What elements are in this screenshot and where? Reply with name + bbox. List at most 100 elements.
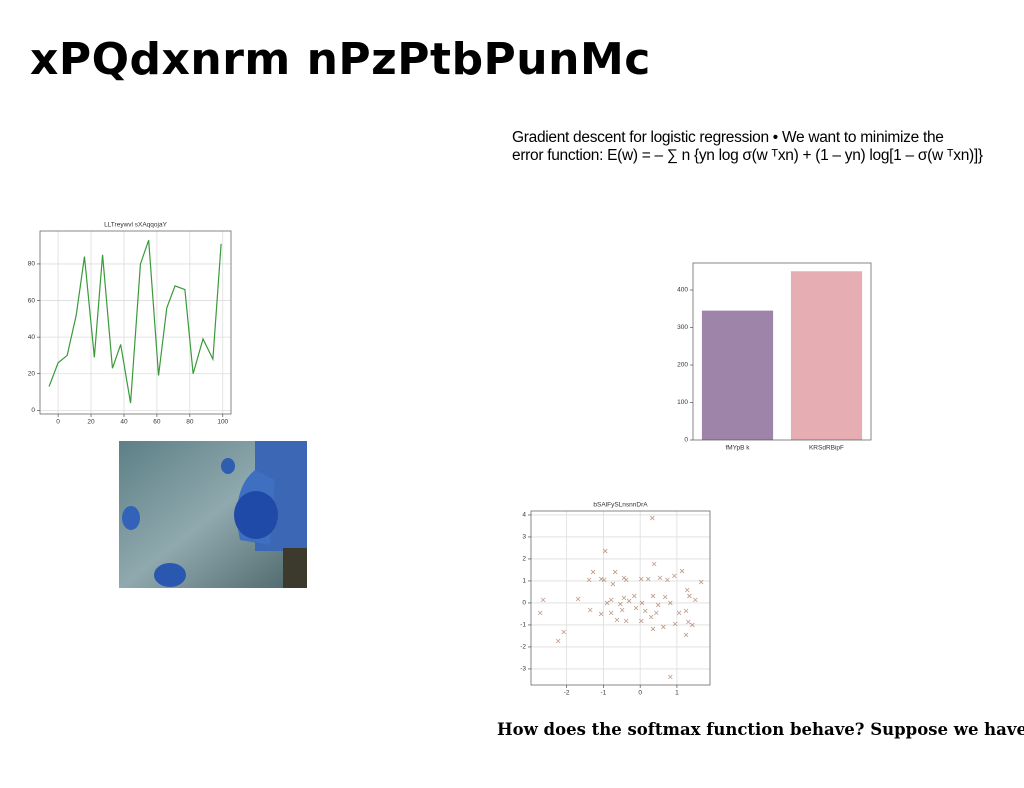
x-tick-label: 20 xyxy=(87,419,95,426)
y-tick-label: 2 xyxy=(522,556,526,563)
point xyxy=(587,607,593,613)
paragraph-line: Gradient descent for logistic regression… xyxy=(512,129,944,146)
point xyxy=(679,568,685,574)
point xyxy=(614,617,620,623)
point xyxy=(632,593,637,599)
point xyxy=(561,629,566,635)
y-tick-label: 4 xyxy=(522,512,526,519)
y-tick-label: 20 xyxy=(28,370,36,377)
point xyxy=(676,610,682,616)
point xyxy=(661,624,666,630)
y-tick-label: 0 xyxy=(684,437,688,444)
x-tick-label: -1 xyxy=(601,690,607,697)
y-tick-label: 0 xyxy=(522,600,526,607)
paragraph: Gradient descent for logistic regression… xyxy=(512,129,983,165)
point xyxy=(608,610,614,616)
x-tick-label: fMYpB k xyxy=(725,445,750,452)
y-tick-label: 0 xyxy=(31,407,35,414)
y-tick-label: -2 xyxy=(520,644,526,651)
point xyxy=(690,622,695,628)
line xyxy=(48,239,222,404)
point xyxy=(687,593,692,599)
point xyxy=(537,610,543,616)
bar xyxy=(701,310,774,440)
y-tick-label: 40 xyxy=(28,334,36,341)
point xyxy=(645,576,651,582)
point xyxy=(638,576,644,582)
x-tick-label: 0 xyxy=(56,419,60,426)
photo xyxy=(119,441,307,588)
point xyxy=(618,601,623,607)
y-tick-label: 80 xyxy=(28,261,36,268)
point xyxy=(608,597,614,603)
y-tick-label: 200 xyxy=(677,362,688,369)
paragraph-line: error function: E(w) = – ∑ n {yn log σ(w… xyxy=(512,147,983,164)
x-tick-label: 1 xyxy=(675,690,679,697)
point xyxy=(668,674,673,680)
point xyxy=(686,619,691,625)
x-tick-label: KRSdRBipF xyxy=(809,445,844,452)
chart-title: bSAlFySLnsnnDrA xyxy=(593,502,648,509)
point xyxy=(601,577,607,583)
plot-frame xyxy=(530,510,711,686)
point xyxy=(683,632,689,638)
point xyxy=(638,618,644,624)
y-tick-label: 100 xyxy=(677,399,688,406)
point xyxy=(654,610,659,616)
point xyxy=(575,596,581,602)
plot-frame xyxy=(39,230,232,415)
point xyxy=(598,576,604,582)
point xyxy=(650,515,655,521)
point xyxy=(655,602,661,608)
bar xyxy=(790,271,863,440)
point xyxy=(684,587,690,593)
y-tick-label: 400 xyxy=(677,287,688,294)
point xyxy=(590,569,596,575)
point xyxy=(662,594,668,600)
plot-frame xyxy=(692,262,872,441)
x-tick-label: 40 xyxy=(120,419,128,426)
point xyxy=(651,561,657,567)
y-tick-label: 60 xyxy=(28,297,36,304)
point xyxy=(643,608,648,614)
point xyxy=(610,581,616,587)
chart-title: LLTreywvl sXAqqojaY xyxy=(104,222,168,229)
point xyxy=(598,611,604,617)
point xyxy=(650,593,656,599)
point xyxy=(623,577,629,583)
point xyxy=(621,595,627,601)
point xyxy=(540,597,546,603)
point xyxy=(623,618,629,624)
x-tick-label: 100 xyxy=(217,419,228,426)
point xyxy=(602,548,608,554)
y-tick-label: 3 xyxy=(522,534,526,541)
point xyxy=(657,575,663,581)
caption: How does the softmax function behave? Su… xyxy=(497,720,1024,739)
point xyxy=(586,577,592,583)
point xyxy=(683,608,689,614)
point xyxy=(626,598,632,604)
point xyxy=(698,579,704,585)
point xyxy=(648,614,654,620)
x-tick-label: 0 xyxy=(638,690,642,697)
point xyxy=(672,573,677,579)
y-tick-label: 300 xyxy=(677,324,688,331)
point xyxy=(668,600,673,606)
y-tick-label: 1 xyxy=(522,578,526,585)
y-tick-label: -3 xyxy=(520,666,526,673)
x-tick-label: 60 xyxy=(153,419,161,426)
point xyxy=(612,569,618,575)
point xyxy=(639,600,645,606)
slide-title: xPQdxnrm nPzPtbPunMc xyxy=(30,34,651,85)
x-tick-label: 80 xyxy=(186,419,194,426)
point xyxy=(604,600,610,606)
point xyxy=(619,607,625,613)
point xyxy=(672,621,678,627)
point xyxy=(633,605,639,611)
y-tick-label: -1 xyxy=(520,622,526,629)
point xyxy=(665,577,670,583)
point xyxy=(555,638,561,644)
point xyxy=(650,626,656,632)
